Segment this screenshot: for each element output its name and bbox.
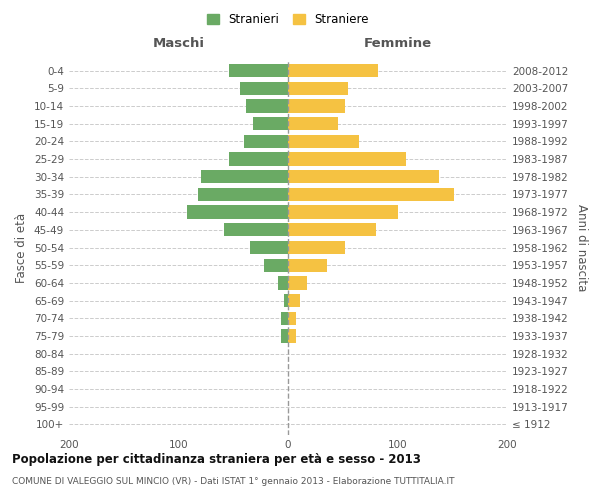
Bar <box>281 330 288 342</box>
Y-axis label: Fasce di età: Fasce di età <box>16 212 28 282</box>
Bar <box>288 117 338 130</box>
Bar <box>288 258 328 272</box>
Bar <box>253 117 288 130</box>
Bar <box>288 206 398 219</box>
Bar <box>229 152 288 166</box>
Y-axis label: Anni di nascita: Anni di nascita <box>575 204 588 291</box>
Bar <box>224 223 288 236</box>
Text: Popolazione per cittadinanza straniera per età e sesso - 2013: Popolazione per cittadinanza straniera p… <box>12 452 421 466</box>
Bar <box>240 82 288 95</box>
Bar <box>288 134 359 148</box>
Bar <box>288 223 376 236</box>
Text: Maschi: Maschi <box>152 38 205 51</box>
Bar <box>288 64 378 77</box>
Bar <box>229 64 288 77</box>
Text: COMUNE DI VALEGGIO SUL MINCIO (VR) - Dati ISTAT 1° gennaio 2013 - Elaborazione T: COMUNE DI VALEGGIO SUL MINCIO (VR) - Dat… <box>12 477 455 486</box>
Legend: Stranieri, Straniere: Stranieri, Straniere <box>202 8 374 31</box>
Bar <box>198 188 288 201</box>
Bar <box>288 330 296 342</box>
Bar <box>288 188 454 201</box>
Bar <box>288 100 345 112</box>
Bar <box>288 82 348 95</box>
Bar <box>281 312 288 325</box>
Bar <box>288 276 307 289</box>
Bar <box>264 258 288 272</box>
Bar <box>288 312 296 325</box>
Bar <box>187 206 288 219</box>
Bar <box>278 276 288 289</box>
Bar <box>284 294 288 307</box>
Bar <box>288 241 345 254</box>
Bar <box>288 152 406 166</box>
Bar <box>247 100 288 112</box>
Bar <box>250 241 288 254</box>
Bar <box>288 170 439 183</box>
Bar <box>244 134 288 148</box>
Text: Femmine: Femmine <box>364 38 431 51</box>
Bar <box>202 170 288 183</box>
Bar <box>288 294 300 307</box>
